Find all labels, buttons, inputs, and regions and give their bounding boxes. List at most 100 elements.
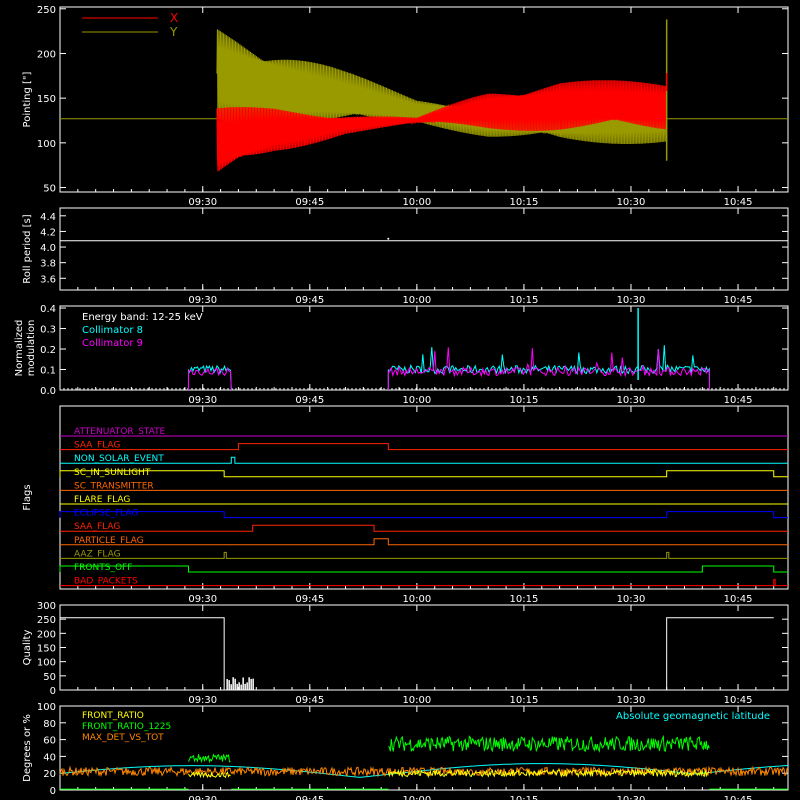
y-tick-label: 4.0 bbox=[40, 243, 56, 254]
x-tick-label: 10:00 bbox=[402, 795, 431, 800]
flag-trace bbox=[60, 456, 788, 464]
x-tick-label: 10:30 bbox=[617, 594, 646, 605]
y-tick-label: 100 bbox=[37, 139, 56, 150]
legend-label: Absolute geomagnetic latitude bbox=[616, 711, 770, 722]
legend-label: Collimator 8 bbox=[82, 325, 143, 336]
plot-frame bbox=[59, 405, 789, 590]
x-tick-label: 10:45 bbox=[724, 295, 753, 306]
x-tick-label: 09:45 bbox=[295, 594, 324, 605]
legend-label: X bbox=[170, 11, 178, 25]
legend-label: FRONT_RATIO bbox=[82, 711, 144, 721]
legend-label: FRONT_RATIO_1225 bbox=[82, 722, 171, 732]
modulation-series bbox=[187, 364, 232, 391]
quality-line bbox=[60, 617, 774, 691]
flag-trace bbox=[59, 470, 788, 478]
flag-label: ECLIPSE_FLAG bbox=[74, 509, 138, 519]
y-tick-label: 4.4 bbox=[40, 212, 56, 223]
flag-label: PARTICLE_FLAG bbox=[74, 536, 144, 546]
max-det-series bbox=[59, 765, 789, 778]
legend-label: MAX_DET_VS_TOT bbox=[82, 733, 164, 743]
energy-band-label: Energy band: 12-25 keV bbox=[82, 312, 203, 323]
x-tick-label: 10:15 bbox=[510, 594, 539, 605]
x-tick-label: 09:30 bbox=[188, 197, 217, 208]
pointing-panel: 09:30 09:45 10:00 10:15 10:30 10:45 50 100 150 20… bbox=[22, 5, 789, 208]
y-tick-label: 3.6 bbox=[40, 274, 56, 285]
roll-period-panel: 09:30 09:45 10:00 10:15 10:30 10:45 3.6 3.8 4.0 4… bbox=[22, 207, 789, 306]
y-tick-label: 0.0 bbox=[40, 386, 56, 397]
y-axis-label: Pointing ["] bbox=[22, 71, 33, 127]
x-tick-label: 09:30 bbox=[188, 295, 217, 306]
y-tick-label: 40 bbox=[43, 752, 56, 763]
x-tick-label: 09:30 bbox=[188, 594, 217, 605]
flag-label: AAZ_FLAG bbox=[74, 549, 121, 559]
flag-trace bbox=[60, 538, 788, 546]
x-tick-label: 10:00 bbox=[402, 395, 431, 406]
x-tick-label: 10:00 bbox=[402, 295, 431, 306]
front-ratio-series bbox=[188, 771, 231, 779]
plot-frame bbox=[59, 207, 789, 291]
x-tick-label: 10:45 bbox=[724, 197, 753, 208]
y-axis-label: Roll period [s] bbox=[22, 214, 33, 283]
front-ratio-series bbox=[387, 768, 710, 779]
flag-label: ATTENUATOR_STATE bbox=[74, 427, 166, 437]
y-tick-label: 250 bbox=[37, 5, 56, 16]
x-tick-label: 10:45 bbox=[724, 695, 753, 706]
y-tick-label: 300 bbox=[37, 601, 56, 612]
x-tick-label: 10:30 bbox=[617, 197, 646, 208]
y-tick-label: 0.3 bbox=[40, 325, 56, 336]
x-tick-label: 10:45 bbox=[724, 395, 753, 406]
y-tick-label: 250 bbox=[37, 615, 56, 626]
x-tick-label: 10:30 bbox=[617, 695, 646, 706]
x-pointing-line bbox=[216, 80, 668, 172]
x-tick-label: 10:45 bbox=[724, 795, 753, 800]
y-tick-label: 3.8 bbox=[40, 259, 56, 270]
modulation-series bbox=[387, 345, 710, 391]
y-tick-label: 80 bbox=[43, 719, 56, 730]
ratio-panel: 09:30 09:45 10:00 10:15 10:30 10:45 0 20 40 60 80 1… bbox=[22, 702, 789, 800]
y-tick-label: 200 bbox=[37, 49, 56, 60]
x-tick-label: 10:15 bbox=[510, 395, 539, 406]
legend-label: Y bbox=[169, 25, 178, 39]
plot-frame bbox=[59, 705, 789, 791]
x-tick-label: 09:45 bbox=[295, 295, 324, 306]
x-tick-label: 10:30 bbox=[617, 295, 646, 306]
flags-panel: 09:30 09:45 10:00 10:15 10:30 10:45 Flags ATTEN… bbox=[22, 405, 789, 605]
x-tick-label: 09:30 bbox=[188, 395, 217, 406]
flag-trace bbox=[59, 565, 788, 573]
flag-label: SC_IN_SUNLIGHT bbox=[74, 468, 151, 478]
y-tick-label: 50 bbox=[43, 672, 56, 683]
flag-label: BAD_PACKETS bbox=[74, 577, 138, 587]
x-tick-label: 10:00 bbox=[402, 695, 431, 706]
x-tick-label: 10:30 bbox=[617, 395, 646, 406]
y-tick-label: 0.4 bbox=[40, 304, 56, 315]
plot-frame bbox=[59, 6, 789, 193]
flag-label: SAA_FLAG bbox=[74, 441, 120, 451]
x-tick-label: 09:45 bbox=[295, 795, 324, 800]
modulation-panel: 09:30 09:45 10:00 10:15 10:30 10:45 0.0 0.1 0.2 0… bbox=[14, 304, 789, 406]
y-tick-label: 200 bbox=[37, 629, 56, 640]
flag-trace bbox=[60, 524, 788, 532]
flag-label: SC_TRANSMITTER bbox=[74, 481, 154, 491]
y-axis-label-line2: modulation bbox=[26, 320, 37, 377]
y-tick-label: 100 bbox=[37, 702, 56, 713]
y-tick-label: 4.2 bbox=[40, 227, 56, 238]
flag-trace bbox=[59, 511, 788, 519]
y-tick-label: 100 bbox=[37, 658, 56, 669]
x-tick-label: 10:15 bbox=[510, 795, 539, 800]
x-tick-label: 09:45 bbox=[295, 197, 324, 208]
x-tick-label: 10:45 bbox=[724, 594, 753, 605]
y-tick-label: 50 bbox=[43, 184, 56, 195]
front-ratio-1225-series bbox=[388, 734, 710, 753]
y-tick-label: 150 bbox=[37, 644, 56, 655]
flag-trace bbox=[60, 551, 788, 559]
y-axis-label: Quality bbox=[22, 630, 33, 666]
y-tick-label: 20 bbox=[43, 769, 56, 780]
x-tick-label: 09:45 bbox=[295, 395, 324, 406]
y-tick-label: 150 bbox=[37, 94, 56, 105]
flag-label: NON_SOLAR_EVENT bbox=[74, 454, 164, 464]
x-tick-label: 10:15 bbox=[510, 197, 539, 208]
y-tick-label: 60 bbox=[43, 736, 56, 747]
flag-trace bbox=[60, 579, 788, 587]
flag-trace bbox=[60, 443, 788, 451]
x-tick-label: 10:00 bbox=[402, 594, 431, 605]
